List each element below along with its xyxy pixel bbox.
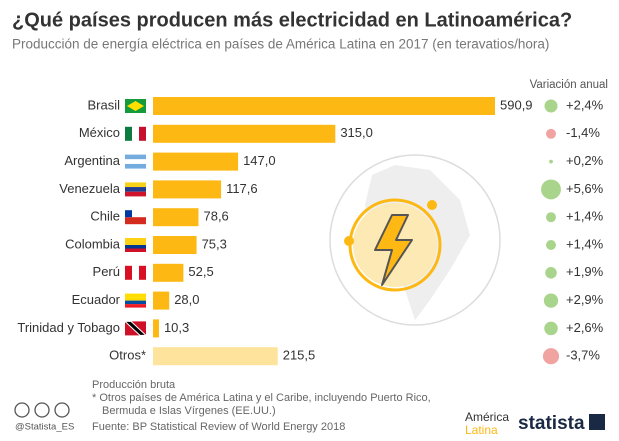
variation-label: -1,4% <box>566 125 600 140</box>
category-label: Trinidad y Tobago <box>17 320 120 335</box>
flag <box>132 126 139 141</box>
variation-label: +2,6% <box>566 320 604 335</box>
brand-logo: statista <box>518 413 585 434</box>
value-label: 215,5 <box>283 348 316 363</box>
category-label: Otros* <box>109 348 146 363</box>
flag <box>125 245 146 249</box>
category-label: México <box>79 125 120 140</box>
category-label: Venezuela <box>59 181 120 196</box>
chart-title: ¿Qué países producen más electricidad en… <box>12 9 572 31</box>
category-label: Chile <box>90 209 120 224</box>
flag <box>125 191 146 197</box>
flag <box>139 126 146 141</box>
variation-label: +1,9% <box>566 264 604 279</box>
variation-label: +1,4% <box>566 209 604 224</box>
value-label: 117,6 <box>226 181 258 196</box>
flag <box>125 210 146 218</box>
license-icons <box>14 402 70 418</box>
social-handle: @Statista_ES <box>15 422 74 433</box>
flag <box>125 238 146 242</box>
variation-bubble <box>541 179 561 200</box>
variation-bubble <box>546 240 556 250</box>
partner-logo: Latina <box>465 423 498 437</box>
value-label: 75,3 <box>202 236 227 251</box>
variation-label: -3,7% <box>566 348 600 363</box>
footnote: * Otros países de América Latina y el Ca… <box>92 392 431 404</box>
flag <box>125 293 146 298</box>
footnote: Producción bruta <box>92 379 176 391</box>
value-label: 147,0 <box>243 153 276 168</box>
flag <box>125 210 132 218</box>
value-label: 78,6 <box>203 209 228 224</box>
flag <box>132 265 139 280</box>
flag <box>123 320 148 336</box>
variation-bubble <box>549 159 553 164</box>
flag <box>125 265 132 280</box>
variation-label: +0,2% <box>566 153 604 168</box>
bar <box>153 347 278 366</box>
flag <box>125 126 132 141</box>
bar <box>153 236 197 254</box>
flag <box>125 187 146 192</box>
brand-icon <box>589 414 605 430</box>
footnote: Bermuda e Islas Vírgenes (EE.UU.) <box>102 405 276 417</box>
bar <box>153 124 336 143</box>
source: Fuente: BP Statistical Review of World E… <box>92 421 345 433</box>
category-label: Colombia <box>65 236 121 251</box>
variation-bubble <box>544 321 558 336</box>
flag <box>139 265 146 280</box>
variation-label: +2,4% <box>566 97 604 112</box>
bar <box>153 263 184 282</box>
flag <box>125 163 146 169</box>
variation-bubble <box>546 212 556 223</box>
partner-logo: América <box>465 410 509 424</box>
bar <box>153 152 239 171</box>
flag <box>125 154 146 160</box>
category-label: Perú <box>93 264 120 279</box>
illustration <box>329 154 501 326</box>
flag <box>125 159 146 164</box>
variation-title: Variación anual <box>530 79 608 91</box>
variation-label: +5,6% <box>566 181 604 196</box>
flag <box>125 241 146 245</box>
variation-label: +2,9% <box>566 292 604 307</box>
flag <box>125 182 146 188</box>
flag <box>125 304 146 308</box>
flag <box>125 217 146 225</box>
value-label: 28,0 <box>174 292 199 307</box>
flag <box>125 300 146 305</box>
flag <box>125 297 146 301</box>
variation-label: +1,4% <box>566 236 604 251</box>
variation-bubble <box>543 293 559 308</box>
variation-bubble <box>546 128 556 139</box>
flag <box>127 101 144 111</box>
value-label: 10,3 <box>164 320 189 335</box>
variation-bubble <box>544 99 558 113</box>
bar <box>153 97 495 115</box>
category-label: Brasil <box>87 97 120 112</box>
variation-bubble <box>545 267 557 279</box>
flag <box>125 248 146 252</box>
bar <box>153 208 199 227</box>
value-label: 315,0 <box>340 125 373 140</box>
category-label: Ecuador <box>72 292 121 307</box>
bar <box>153 291 170 310</box>
category-label: Argentina <box>64 153 120 168</box>
variation-bubble <box>542 348 560 365</box>
value-label: 52,5 <box>188 264 213 279</box>
bar <box>153 319 159 338</box>
bar <box>153 180 222 199</box>
value-label: 590,9 <box>500 97 533 112</box>
chart-subtitle: Producción de energía eléctrica en paíse… <box>12 37 549 52</box>
